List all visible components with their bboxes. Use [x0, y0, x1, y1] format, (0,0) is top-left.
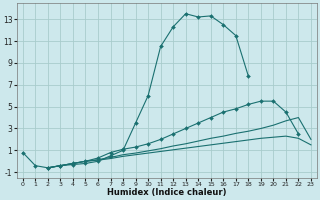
X-axis label: Humidex (Indice chaleur): Humidex (Indice chaleur) [107, 188, 227, 197]
